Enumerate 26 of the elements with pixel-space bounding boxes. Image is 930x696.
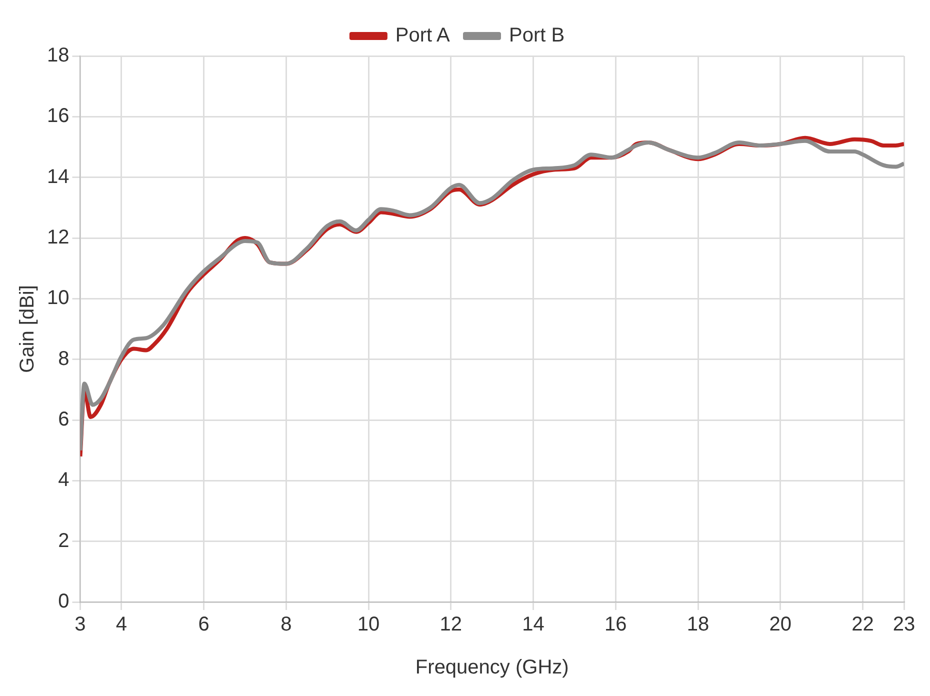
x-tick-label: 4 xyxy=(116,614,127,636)
y-tick-label: 10 xyxy=(46,287,70,310)
y-tick-label: 4 xyxy=(58,469,70,492)
y-tick-label: 6 xyxy=(58,408,70,431)
y-tick-label: 8 xyxy=(58,348,70,370)
y-tick-label: 16 xyxy=(46,105,70,128)
y-tick-label: 14 xyxy=(46,166,70,188)
x-tick-label: 3 xyxy=(74,614,86,636)
y-axis-title: Gain [dBi] xyxy=(16,285,39,373)
x-tick-label: 6 xyxy=(198,614,210,636)
x-tick-label: 20 xyxy=(769,614,792,636)
x-tick-label: 18 xyxy=(686,614,710,636)
x-tick-label: 22 xyxy=(852,614,874,636)
x-tick-label: 16 xyxy=(604,614,627,636)
x-tick-label: 12 xyxy=(440,614,462,636)
x-axis-title: Frequency (GHz) xyxy=(415,656,569,679)
x-tick-label: 8 xyxy=(280,614,292,636)
y-tick-label: 18 xyxy=(46,44,70,67)
x-tick-label: 14 xyxy=(522,614,544,636)
x-tick-label: 23 xyxy=(892,614,916,636)
legend-label: Port B xyxy=(509,24,565,47)
y-tick-label: 12 xyxy=(46,226,70,249)
legend-label: Port A xyxy=(395,24,451,47)
x-tick-label: 10 xyxy=(357,614,380,636)
y-tick-label: 2 xyxy=(58,530,70,552)
y-tick-label: 0 xyxy=(58,590,70,613)
